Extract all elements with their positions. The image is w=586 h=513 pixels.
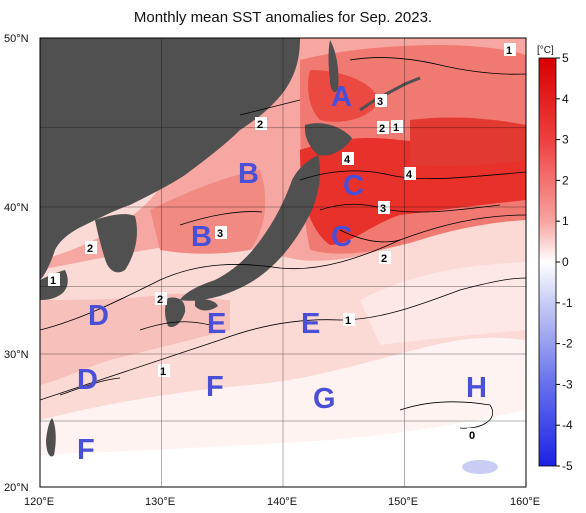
map-title: Monthly mean SST anomalies for Sep. 2023… bbox=[133, 9, 433, 26]
grid-lines bbox=[40, 38, 526, 487]
lon-label-130e: 130°E bbox=[145, 496, 175, 508]
contour-label: 2 bbox=[379, 123, 385, 135]
region-label-c: C bbox=[343, 170, 364, 202]
region-label-g: G bbox=[313, 383, 336, 415]
region-label-b: B bbox=[238, 158, 259, 190]
colorbar-tick-label: 1 bbox=[562, 214, 569, 228]
region-label-e: E bbox=[207, 308, 226, 340]
colorbar-tick-label: 2 bbox=[562, 173, 569, 187]
region-label-c: C bbox=[331, 221, 352, 253]
region-label-d: D bbox=[77, 364, 98, 396]
contour-lines bbox=[40, 57, 526, 429]
colorbar-tick-label: 5 bbox=[562, 51, 569, 65]
lat-label-30n: 30°N bbox=[4, 349, 29, 361]
map-frame bbox=[39, 37, 527, 488]
contour-label: 2 bbox=[257, 119, 263, 131]
colorbar-tick-label: 4 bbox=[562, 92, 569, 106]
region-label-d: D bbox=[88, 300, 109, 332]
region-label-h: H bbox=[466, 372, 487, 404]
colorbar-tick-label: 0 bbox=[562, 255, 569, 269]
colorbar-tick-label: -5 bbox=[562, 459, 573, 473]
contour-label: 2 bbox=[87, 243, 93, 255]
contour-label: 4 bbox=[406, 169, 413, 181]
contour-label: 3 bbox=[377, 96, 383, 108]
contour-label: 4 bbox=[344, 154, 351, 166]
contour-label: 1 bbox=[160, 366, 166, 378]
region-label-a: A bbox=[331, 81, 352, 113]
colorbar-tick-label: -4 bbox=[562, 418, 573, 432]
contour-label: 0 bbox=[469, 430, 475, 442]
lon-label-120e: 120°E bbox=[24, 496, 54, 508]
colorbar-tick-label: 3 bbox=[562, 133, 569, 147]
contour-label: 1 bbox=[50, 275, 56, 287]
contour-label: 3 bbox=[380, 203, 386, 215]
anomaly-field: 1 3 2 1 2 4 4 3 2 3 2 1 2 1 bbox=[40, 38, 526, 487]
lat-label-20n: 20°N bbox=[4, 482, 29, 494]
region-label-b: B bbox=[191, 221, 212, 253]
lat-label-40n: 40°N bbox=[4, 202, 29, 214]
colorbar-tick-label: -1 bbox=[562, 296, 573, 310]
colorbar-unit: [°C] bbox=[537, 45, 554, 56]
region-label-e: E bbox=[301, 308, 320, 340]
region-labels: A B B C C D D E E F F G H bbox=[77, 81, 487, 466]
lon-label-150e: 150°E bbox=[388, 496, 418, 508]
contour-label: 2 bbox=[157, 294, 163, 306]
contour-label: 1 bbox=[345, 315, 351, 327]
lat-label-50n: 50°N bbox=[4, 33, 29, 45]
contour-label: 3 bbox=[217, 228, 223, 240]
colorbar: [°C] 5 4 3 2 1 0 -1 -2 -3 -4 -5 bbox=[537, 45, 573, 473]
colorbar-gradient bbox=[538, 57, 557, 467]
region-label-f: F bbox=[206, 371, 224, 403]
contour-label: 1 bbox=[506, 45, 512, 57]
lon-label-140e: 140°E bbox=[267, 496, 297, 508]
region-label-f: F bbox=[77, 434, 95, 466]
colorbar-tick-label: -3 bbox=[562, 377, 573, 391]
contour-label: 2 bbox=[381, 253, 387, 265]
lon-label-160e: 160°E bbox=[510, 496, 540, 508]
asia-landmass bbox=[40, 38, 300, 280]
colorbar-tick-label: -2 bbox=[562, 337, 573, 351]
